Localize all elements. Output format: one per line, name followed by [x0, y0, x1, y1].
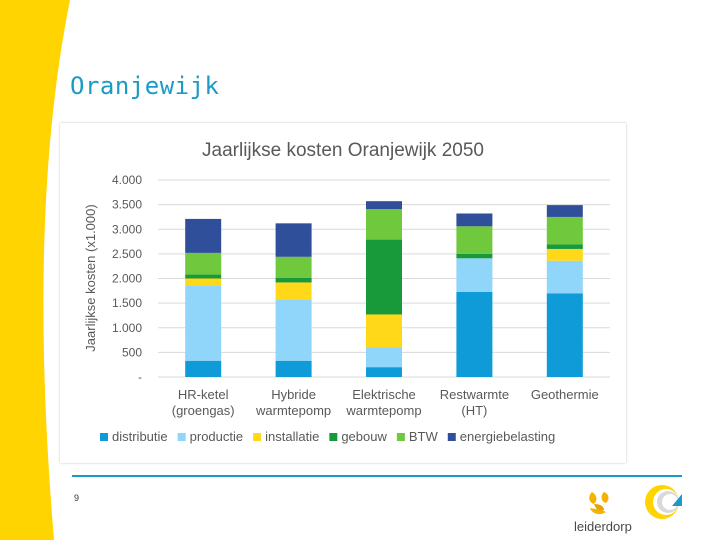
x-tick-label: Elektrische [352, 387, 416, 402]
bar-segment-installatie [185, 278, 222, 286]
logo-wordmark: leiderdorp [574, 519, 632, 534]
legend: distributie productie installatie gebouw BTW… [100, 429, 555, 444]
bar-segment-energiebelasting [185, 218, 222, 253]
bar-segment-productie [366, 347, 402, 368]
bar-segment-gebouw [275, 278, 312, 283]
legend-swatch-installatie [253, 433, 262, 441]
legend-swatch-productie [177, 433, 186, 441]
x-tick-label: (groengas) [172, 403, 235, 418]
bar-segment-BTW [546, 216, 583, 245]
bar-segment-energiebelasting [456, 213, 493, 227]
bar-segment-distributie [275, 360, 312, 377]
y-tick-label: 4.000 [112, 173, 142, 187]
chart-panel: Jaarlijkse kosten Oranjewijk 2050 Jaarli… [60, 123, 626, 463]
bar-segment-gebouw [456, 253, 493, 259]
y-tick-label: - [138, 370, 142, 384]
yellow-curve-shape [0, 0, 70, 540]
bar-segment-BTW [456, 226, 493, 254]
tulip-base-icon [590, 508, 606, 515]
bar-segment-productie [456, 258, 493, 292]
bar-segment-installatie [366, 314, 402, 348]
y-tick-label: 2.000 [112, 272, 142, 286]
legend-label-gebouw: gebouw [341, 429, 387, 444]
bar-segment-BTW [275, 256, 312, 279]
leiderdorp-logo [589, 485, 682, 519]
x-tick-label: warmtepomp [255, 403, 331, 418]
legend-label-energiebelasting: energiebelasting [460, 429, 555, 444]
legend-swatch-gebouw [329, 433, 338, 441]
bar-segment-distributie [456, 291, 493, 377]
bars [185, 201, 583, 377]
bar-segment-energiebelasting [546, 205, 583, 217]
bar-segment-installatie [275, 282, 312, 300]
legend-label-distributie: distributie [112, 429, 168, 444]
bar-segment-energiebelasting [366, 201, 402, 210]
circles-emblem-icon [645, 485, 682, 519]
bar-segment-productie [546, 260, 583, 294]
yellow-side-accent [0, 0, 70, 540]
legend-swatch-BTW [396, 433, 405, 441]
bar-segment-distributie [366, 367, 402, 377]
bar-segment-gebouw [546, 244, 583, 249]
x-tick-label: HR-ketel [178, 387, 229, 402]
legend-label-productie: productie [190, 429, 243, 444]
y-tick-label: 1.000 [112, 321, 142, 335]
bar-segment-gebouw [366, 239, 402, 315]
bar-segment-energiebelasting [275, 223, 312, 257]
legend-swatch-distributie [100, 433, 108, 441]
legend-label-installatie: installatie [265, 429, 319, 444]
y-tick-label: 3.000 [112, 222, 142, 236]
bar-segment-productie [275, 299, 312, 361]
x-tick-label: (HT) [461, 403, 487, 418]
x-tick-labels: HR-ketel(groengas)HybridewarmtepompElekt… [172, 387, 599, 418]
page-number: 9 [74, 493, 80, 503]
tulip-emblem-icon [589, 492, 609, 515]
legend-label-BTW: BTW [409, 429, 439, 444]
x-tick-label: warmtepomp [345, 403, 421, 418]
stacked-bar-chart: Jaarlijkse kosten Oranjewijk 2050 Jaarli… [83, 140, 610, 444]
y-axis-label: Jaarlijkse kosten (x1.000) [83, 204, 98, 351]
legend-swatch-energiebelasting [447, 433, 456, 441]
chart-title: Jaarlijkse kosten Oranjewijk 2050 [202, 140, 484, 161]
y-tick-label: 1.500 [112, 296, 142, 310]
bar-segment-installatie [546, 248, 583, 261]
bar-segment-productie [185, 285, 222, 361]
bar-segment-BTW [185, 252, 222, 275]
tulip-leaf-left-icon [589, 492, 597, 504]
x-tick-label: Hybride [271, 387, 316, 402]
bar-segment-distributie [185, 360, 222, 377]
y-tick-labels: - 500 1.000 1.500 2.000 2.500 3.000 3.500 4.000 [112, 173, 142, 384]
bar-segment-gebouw [185, 274, 222, 279]
tulip-stem-icon [594, 504, 604, 511]
tulip-leaf-right-icon [601, 492, 609, 503]
y-tick-label: 2.500 [112, 247, 142, 261]
x-tick-label: Restwarmte [440, 387, 509, 402]
y-tick-label: 3.500 [112, 198, 142, 212]
slide-title: Oranjewijk [70, 72, 220, 100]
footer-rule [72, 475, 682, 477]
emblem-blue-triangle-icon [672, 494, 682, 506]
bar-segment-BTW [366, 209, 402, 240]
y-tick-label: 500 [122, 345, 142, 359]
bar-segment-distributie [546, 293, 583, 377]
x-tick-label: Geothermie [531, 387, 599, 402]
